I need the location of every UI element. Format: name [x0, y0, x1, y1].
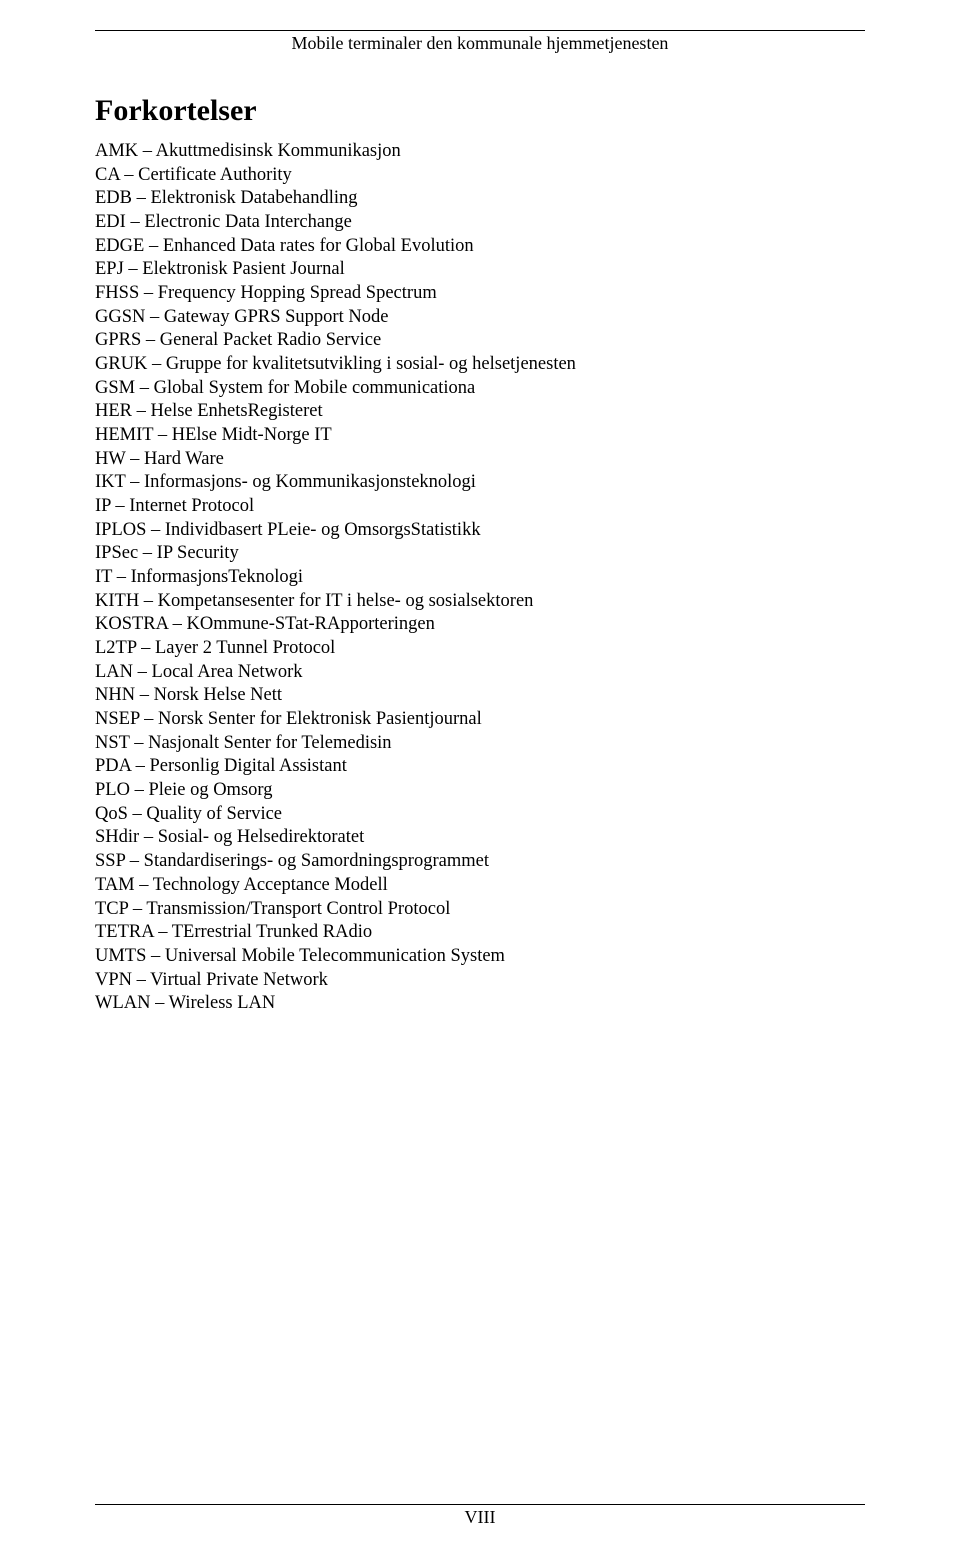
abbreviation-item: EDGE – Enhanced Data rates for Global Ev… — [95, 235, 865, 259]
abbreviation-item: EPJ – Elektronisk Pasient Journal — [95, 258, 865, 282]
abbreviation-list: AMK – Akuttmedisinsk KommunikasjonCA – C… — [95, 140, 865, 1016]
abbreviation-item: SHdir – Sosial- og Helsedirektoratet — [95, 826, 865, 850]
abbreviation-item: WLAN – Wireless LAN — [95, 992, 865, 1016]
page-number: VIII — [95, 1507, 865, 1528]
page-footer: VIII — [95, 1504, 865, 1528]
abbreviation-item: SSP – Standardiserings- og Samordningspr… — [95, 850, 865, 874]
page-title: Forkortelser — [95, 94, 865, 128]
abbreviation-item: QoS – Quality of Service — [95, 803, 865, 827]
abbreviation-item: L2TP – Layer 2 Tunnel Protocol — [95, 637, 865, 661]
abbreviation-item: AMK – Akuttmedisinsk Kommunikasjon — [95, 140, 865, 164]
abbreviation-item: EDB – Elektronisk Databehandling — [95, 187, 865, 211]
abbreviation-item: PDA – Personlig Digital Assistant — [95, 755, 865, 779]
abbreviation-item: KOSTRA – KOmmune-STat-RApporteringen — [95, 613, 865, 637]
abbreviation-item: IP – Internet Protocol — [95, 495, 865, 519]
page-header: Mobile terminaler den kommunale hjemmetj… — [95, 33, 865, 54]
abbreviation-item: TCP – Transmission/Transport Control Pro… — [95, 898, 865, 922]
abbreviation-item: UMTS – Universal Mobile Telecommunicatio… — [95, 945, 865, 969]
footer-divider — [95, 1504, 865, 1505]
abbreviation-item: PLO – Pleie og Omsorg — [95, 779, 865, 803]
abbreviation-item: GRUK – Gruppe for kvalitetsutvikling i s… — [95, 353, 865, 377]
abbreviation-item: EDI – Electronic Data Interchange — [95, 211, 865, 235]
abbreviation-item: GPRS – General Packet Radio Service — [95, 329, 865, 353]
abbreviation-item: IKT – Informasjons- og Kommunikasjonstek… — [95, 471, 865, 495]
abbreviation-item: NSEP – Norsk Senter for Elektronisk Pasi… — [95, 708, 865, 732]
abbreviation-item: HER – Helse EnhetsRegisteret — [95, 400, 865, 424]
abbreviation-item: IPSec – IP Security — [95, 542, 865, 566]
abbreviation-item: IPLOS – Individbasert PLeie- og OmsorgsS… — [95, 519, 865, 543]
abbreviation-item: VPN – Virtual Private Network — [95, 969, 865, 993]
abbreviation-item: TAM – Technology Acceptance Modell — [95, 874, 865, 898]
abbreviation-item: KITH – Kompetansesenter for IT i helse- … — [95, 590, 865, 614]
header-divider — [95, 30, 865, 31]
abbreviation-item: GSM – Global System for Mobile communica… — [95, 377, 865, 401]
abbreviation-item: LAN – Local Area Network — [95, 661, 865, 685]
abbreviation-item: NST – Nasjonalt Senter for Telemedisin — [95, 732, 865, 756]
abbreviation-item: HW – Hard Ware — [95, 448, 865, 472]
abbreviation-item: FHSS – Frequency Hopping Spread Spectrum — [95, 282, 865, 306]
abbreviation-item: NHN – Norsk Helse Nett — [95, 684, 865, 708]
abbreviation-item: GGSN – Gateway GPRS Support Node — [95, 306, 865, 330]
abbreviation-item: HEMIT – HElse Midt-Norge IT — [95, 424, 865, 448]
abbreviation-item: CA – Certificate Authority — [95, 164, 865, 188]
abbreviation-item: TETRA – TErrestrial Trunked RAdio — [95, 921, 865, 945]
abbreviation-item: IT – InformasjonsTeknologi — [95, 566, 865, 590]
